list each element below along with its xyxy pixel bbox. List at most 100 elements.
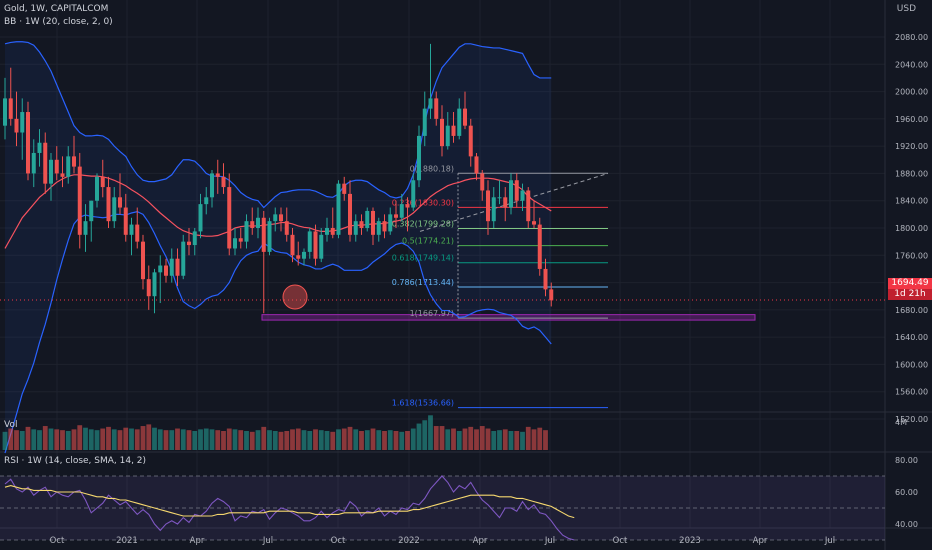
bb-basis-line — [4, 174, 552, 249]
candle-body — [491, 197, 496, 222]
volume-bar — [376, 430, 382, 450]
fibonacci-retracement[interactable]: 0(1880.18) 0.236(1830.30) 0.382(1799.28) 0.… — [392, 164, 609, 409]
volume-bar — [198, 429, 203, 450]
annotations — [0, 284, 885, 310]
volume-bar — [203, 428, 209, 450]
price-tick-label: 1560.00 — [895, 388, 928, 397]
candle-body — [204, 197, 209, 205]
volume-bar — [169, 430, 175, 450]
candle-body — [175, 258, 180, 276]
volume-bar — [485, 428, 491, 450]
candle-body — [95, 176, 99, 201]
rsi-tick-label: 40.00 — [895, 520, 918, 529]
price-tick-label: 1520.00 — [895, 415, 928, 424]
price-tick-label: 2040.00 — [895, 60, 928, 69]
candle-body — [192, 231, 197, 246]
volume-bar — [111, 429, 117, 450]
fib-level-label: 0(1880.18) — [410, 164, 454, 173]
volume-bar — [405, 431, 410, 450]
candle-body — [503, 197, 508, 208]
bollinger-bands — [4, 41, 552, 454]
volume-legend[interactable]: Vol — [4, 420, 18, 430]
candle-body — [388, 214, 393, 232]
volume-bar — [65, 431, 71, 450]
volume-bar — [2, 431, 8, 450]
candle-body — [445, 125, 450, 147]
volume-bar — [100, 428, 106, 450]
volume-bar — [267, 430, 272, 450]
highlight-circle — [282, 284, 308, 310]
volume-bar — [416, 423, 422, 450]
volume-bar — [152, 427, 157, 450]
price-tick-label: 1600.00 — [895, 360, 928, 369]
rsi-ma-line — [4, 485, 575, 519]
bollinger-band-fill — [5, 41, 552, 454]
volume-bar — [295, 428, 301, 450]
volume-bar — [71, 429, 77, 450]
volume-bar — [531, 429, 537, 450]
candle-body — [290, 234, 295, 256]
candle-body — [66, 156, 71, 177]
volume-bar — [382, 431, 387, 450]
volume-bar — [347, 426, 353, 450]
volume-bar — [261, 426, 267, 450]
fib-level-label: 0.382(1799.28) — [392, 219, 454, 228]
volume-bar — [330, 431, 336, 450]
candle-body — [60, 173, 65, 177]
volume-bar — [428, 415, 433, 450]
volume-bar — [353, 429, 359, 450]
candle-body — [474, 156, 479, 174]
bb-lower-line — [4, 210, 552, 454]
candle-body — [365, 210, 370, 228]
volume-bar — [301, 430, 307, 450]
symbol-legend[interactable]: Gold, 1W, CAPITALCOM — [4, 4, 109, 14]
candle-body — [520, 190, 525, 201]
time-axis[interactable]: Oct 2021 Apr Jul Oct 2022 Apr Jul Oct 2023 Apr Jul — [50, 536, 835, 546]
volume-bar — [19, 431, 25, 450]
candle-body — [417, 135, 421, 181]
volume-bar — [146, 424, 152, 450]
bb-legend[interactable]: BB · 1W (20, close, 2, 0) — [4, 17, 113, 27]
volume-bar — [48, 428, 54, 450]
candle-body — [463, 108, 467, 126]
candle-body — [532, 221, 536, 225]
volume-bar — [244, 431, 249, 450]
volume-bar — [238, 430, 244, 450]
candle-body — [215, 173, 220, 177]
price-axis[interactable]: 4M 2080.00 2040.00 2000.00 1960.00 1920.00 188… — [895, 33, 928, 529]
volume-bar — [175, 428, 180, 450]
price-tick-label: 2080.00 — [895, 33, 928, 42]
volume-bar — [14, 430, 19, 450]
time-tick-label: 2023 — [679, 536, 701, 546]
candle-body — [49, 159, 53, 184]
candle-body — [394, 214, 398, 218]
volume-bar — [123, 427, 129, 450]
volume-bar — [60, 430, 65, 450]
candle-body — [543, 268, 548, 290]
candle-body — [457, 108, 462, 136]
candle-body — [164, 265, 168, 276]
bb-upper-line — [4, 41, 552, 209]
time-tick-label: 2021 — [116, 536, 138, 546]
volume-bar — [88, 429, 94, 450]
volume-bar — [502, 429, 508, 450]
candle-body — [135, 224, 140, 242]
fib-level-label: 0.236(1830.30) — [392, 198, 454, 207]
candle-body — [480, 173, 485, 191]
volume-bar — [422, 420, 428, 450]
volume-bar — [370, 428, 376, 450]
volume-bar — [399, 431, 405, 450]
fib-extension-line — [419, 172, 609, 232]
volume-bar — [106, 426, 111, 450]
candle-body — [244, 221, 249, 242]
candlestick-series — [3, 43, 554, 314]
candle-body — [307, 231, 312, 252]
volume-bar — [54, 429, 60, 450]
candle-body — [238, 238, 243, 242]
rsi-legend[interactable]: RSI · 1W (14, close, SMA, 14, 2) — [4, 456, 147, 466]
volume-bar — [313, 429, 318, 450]
candle-body — [371, 210, 375, 235]
candle-body — [336, 183, 341, 235]
volume-bar — [474, 429, 479, 450]
